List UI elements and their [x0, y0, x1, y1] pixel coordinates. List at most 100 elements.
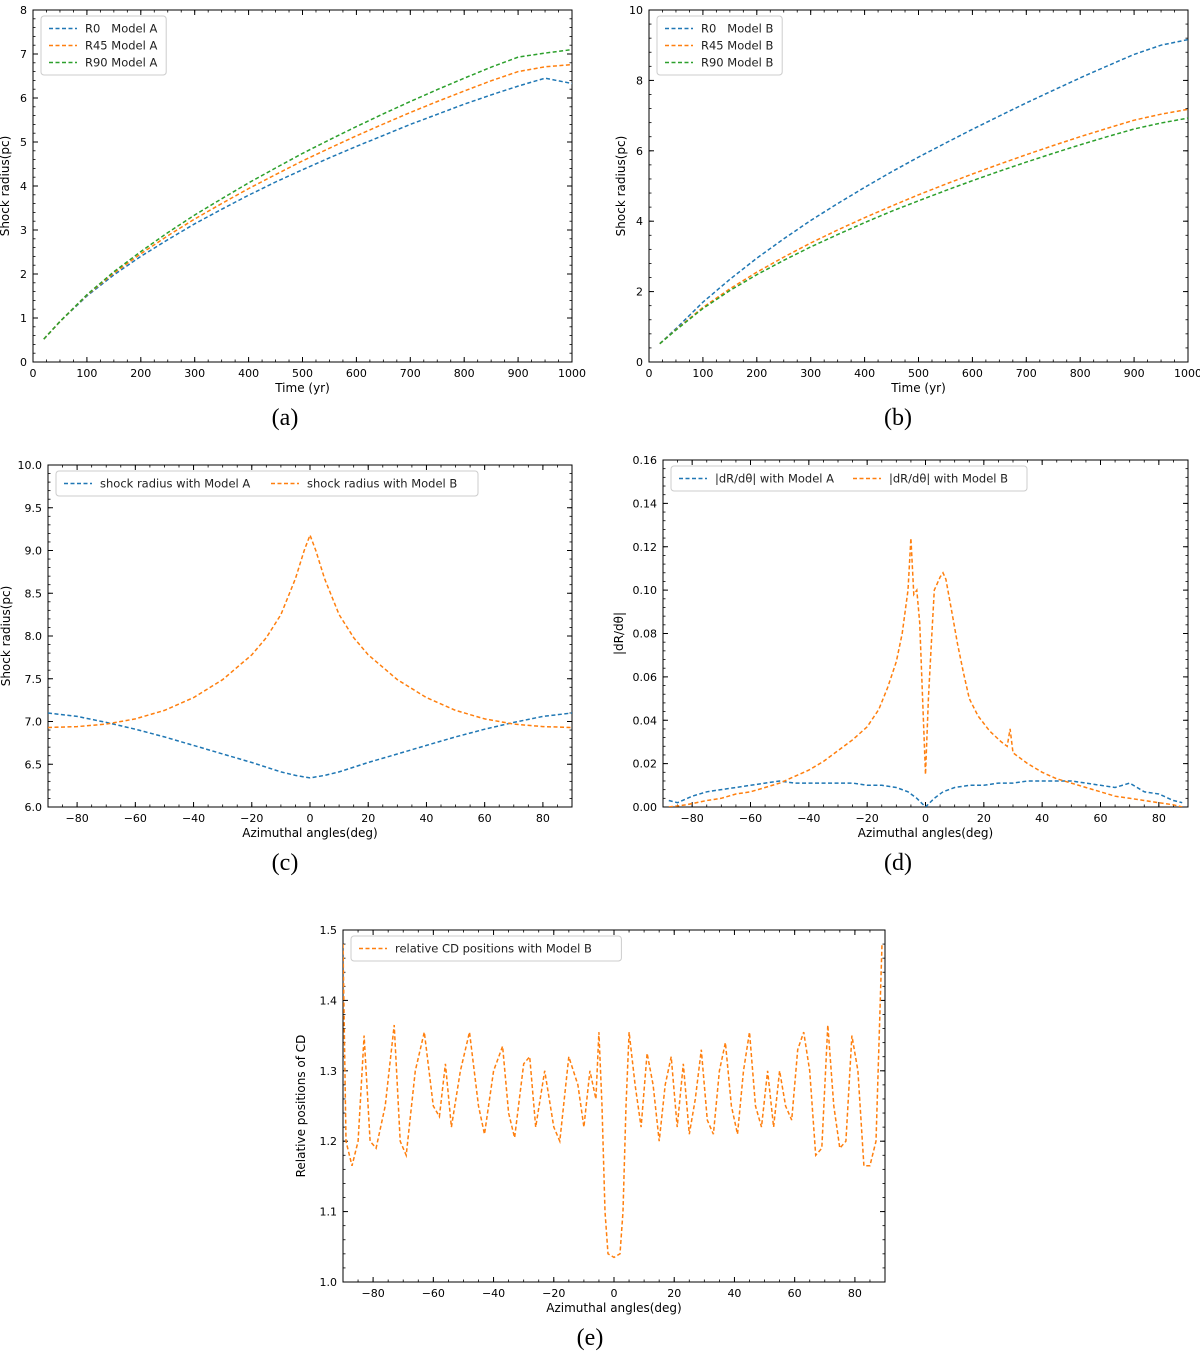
y-tick-label: 7.0 — [25, 716, 43, 729]
chart-panel-1: 0 100 200 300 400 500 600 700 800 900 1000 0 2 4 6 8 10 T… — [614, 4, 1200, 431]
y-tick-label: 1.3 — [320, 1065, 338, 1078]
y-tick-label: 7 — [20, 48, 27, 61]
x-tick-label: −20 — [542, 1287, 565, 1300]
y-tick-label: 1.4 — [320, 994, 338, 1007]
x-tick-label: −40 — [482, 1287, 505, 1300]
x-tick-label: −60 — [739, 812, 762, 825]
y-axis-label: Shock radius(pc) — [614, 136, 628, 237]
y-tick-label: 1.0 — [320, 1276, 338, 1289]
legend-label: relative CD positions with Model B — [395, 942, 592, 956]
x-tick-label: 80 — [1152, 812, 1166, 825]
x-tick-label: 0 — [611, 1287, 618, 1300]
y-axis-label: |dR/dθ| — [612, 612, 626, 655]
y-tick-label: 1.1 — [320, 1206, 338, 1219]
y-tick-label: 1.2 — [320, 1135, 338, 1148]
x-tick-label: 1000 — [558, 367, 586, 380]
y-tick-label: 6 — [636, 145, 643, 158]
x-tick-label: 200 — [130, 367, 151, 380]
y-tick-label: 9.0 — [25, 545, 43, 558]
legend-box — [40, 15, 167, 76]
x-axis-label: Azimuthal angles(deg) — [546, 1301, 681, 1315]
y-tick-label: 0.14 — [633, 497, 658, 510]
x-tick-label: 300 — [184, 367, 205, 380]
y-tick-label: 8.0 — [25, 630, 43, 643]
y-tick-label: 4 — [636, 215, 643, 228]
y-tick-label: 8.5 — [25, 587, 43, 600]
y-tick-label: 2 — [20, 268, 27, 281]
y-tick-label: 0.08 — [633, 628, 658, 641]
x-tick-label: 700 — [400, 367, 421, 380]
x-tick-label: 800 — [1070, 367, 1091, 380]
y-tick-label: 3 — [20, 224, 27, 237]
x-tick-label: 800 — [454, 367, 475, 380]
y-tick-label: 10 — [629, 4, 643, 17]
x-axis-label: Time (yr) — [274, 381, 330, 395]
y-tick-label: 0.06 — [633, 671, 658, 684]
y-tick-label: 8 — [20, 4, 27, 17]
y-tick-label: 1.5 — [320, 924, 338, 937]
y-tick-label: 6 — [20, 92, 27, 105]
x-tick-label: 60 — [788, 1287, 802, 1300]
x-tick-label: 900 — [1124, 367, 1145, 380]
panel-caption: (a) — [272, 405, 299, 431]
y-tick-label: 10.0 — [18, 459, 43, 472]
series-line-0 — [659, 38, 1188, 345]
y-axis-label: Relative positions of CD — [294, 1035, 308, 1178]
series-line-0 — [343, 944, 883, 1259]
x-tick-label: 400 — [854, 367, 875, 380]
y-tick-label: 5 — [20, 136, 27, 149]
x-tick-label: 20 — [667, 1287, 681, 1300]
chart-panel-0: 0 100 200 300 400 500 600 700 800 900 1000 0 1 2 3 4 5 6 7… — [0, 4, 586, 431]
legend-label: R45 Model B — [701, 39, 773, 53]
x-tick-label: 400 — [238, 367, 259, 380]
x-tick-label: 60 — [1094, 812, 1108, 825]
x-tick-label: 20 — [977, 812, 991, 825]
x-axis-label: Azimuthal angles(deg) — [858, 826, 993, 840]
x-tick-label: 80 — [536, 812, 550, 825]
x-tick-label: 0 — [646, 367, 653, 380]
legend-label: R90 Model B — [701, 56, 773, 70]
x-tick-label: −80 — [681, 812, 704, 825]
x-tick-label: 60 — [478, 812, 492, 825]
y-tick-label: 4 — [20, 180, 27, 193]
legend-label: R90 Model A — [85, 56, 157, 70]
y-tick-label: 0.02 — [633, 758, 658, 771]
panel-caption: (e) — [577, 1325, 604, 1351]
chart-panel-4: −80 −60 −40 −20 0 20 40 60 80 1.0 1.1 1.2 1.3 1.4 1.5 A… — [294, 924, 886, 1351]
x-tick-label: 0 — [307, 812, 314, 825]
series-line-0 — [48, 712, 572, 779]
x-tick-label: 20 — [361, 812, 375, 825]
x-tick-label: −60 — [422, 1287, 445, 1300]
y-axis-label: Shock radius(pc) — [0, 586, 13, 687]
panel-caption: (c) — [272, 850, 299, 876]
y-tick-label: 6.0 — [25, 801, 43, 814]
y-tick-label: 6.5 — [25, 758, 43, 771]
plot-frame — [47, 464, 573, 808]
y-tick-label: 0.04 — [633, 714, 658, 727]
legend-label: shock radius with Model B — [307, 477, 457, 491]
legend-box — [350, 935, 622, 962]
panel-caption: (d) — [884, 850, 912, 876]
x-tick-label: −80 — [66, 812, 89, 825]
x-axis-label: Azimuthal angles(deg) — [242, 826, 377, 840]
x-tick-label: 500 — [292, 367, 313, 380]
x-tick-label: −20 — [240, 812, 263, 825]
series-line-0 — [43, 77, 572, 340]
x-tick-label: 500 — [908, 367, 929, 380]
legend-label: R45 Model A — [85, 39, 157, 53]
series-line-1 — [668, 538, 1183, 807]
chart-panel-2: −80 −60 −40 −20 0 20 40 60 80 6.0 6.5 7.0 7.5 8.0 8.5 9… — [0, 459, 573, 876]
series-line-1 — [48, 532, 572, 729]
series-line-1 — [659, 108, 1188, 345]
x-tick-label: 200 — [746, 367, 767, 380]
x-tick-label: −20 — [856, 812, 879, 825]
legend-box — [55, 470, 479, 497]
x-tick-label: 80 — [848, 1287, 862, 1300]
y-tick-label: 2 — [636, 286, 643, 299]
legend-label: R0 Model B — [701, 22, 773, 36]
x-tick-label: 1000 — [1174, 367, 1200, 380]
legend-label: |dR/dθ| with Model A — [715, 472, 834, 486]
y-tick-label: 0.16 — [633, 454, 658, 467]
y-tick-label: 8 — [636, 74, 643, 87]
y-tick-label: 0 — [20, 356, 27, 369]
